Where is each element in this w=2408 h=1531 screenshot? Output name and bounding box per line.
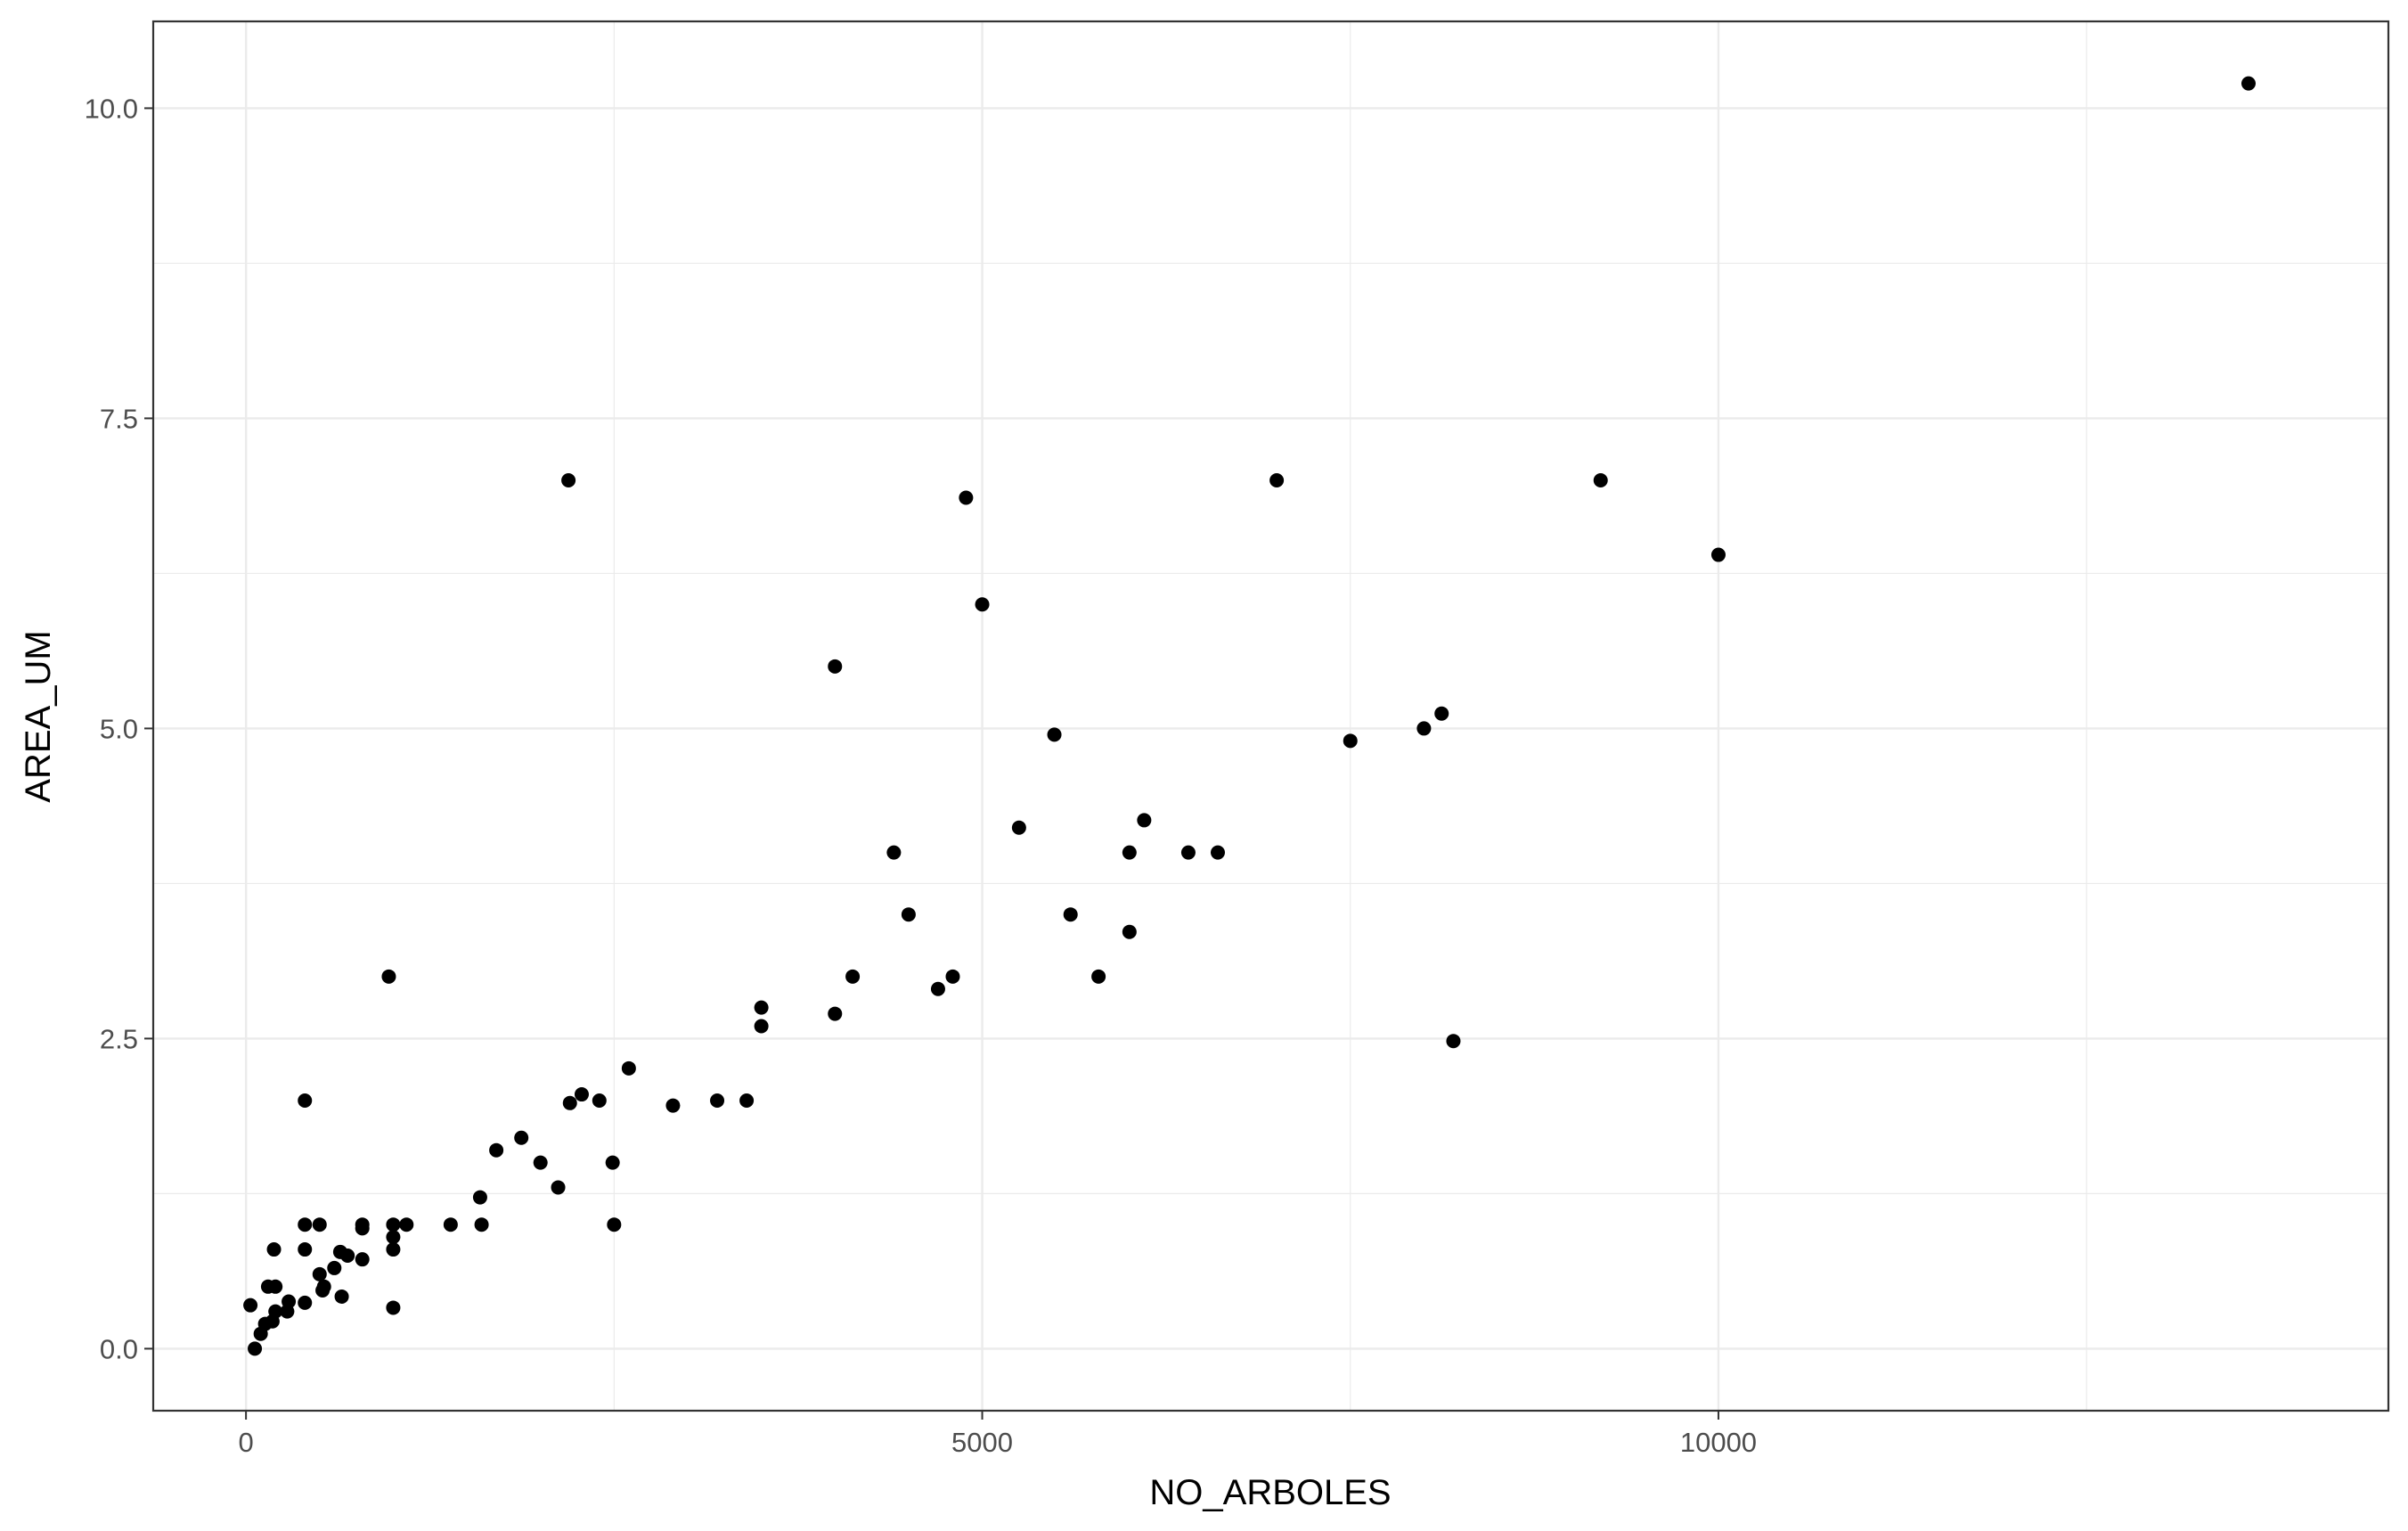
panel-background bbox=[153, 21, 2388, 1411]
data-point bbox=[248, 1341, 263, 1356]
data-point bbox=[1446, 1034, 1461, 1049]
data-point bbox=[474, 1217, 489, 1232]
data-point bbox=[1122, 924, 1137, 939]
data-point bbox=[316, 1279, 331, 1294]
data-point bbox=[298, 1295, 313, 1310]
y-tick-label: 0.0 bbox=[100, 1333, 138, 1364]
data-point bbox=[754, 1000, 769, 1015]
data-point bbox=[901, 907, 916, 922]
panel-border bbox=[151, 20, 2390, 1412]
data-point bbox=[472, 1190, 487, 1205]
data-point bbox=[298, 1093, 313, 1109]
data-point bbox=[551, 1180, 566, 1195]
x-tick-label: 5000 bbox=[951, 1427, 1013, 1458]
data-point bbox=[959, 490, 974, 505]
data-point bbox=[562, 1095, 577, 1110]
data-point bbox=[1210, 845, 1225, 860]
data-point bbox=[1416, 721, 1432, 736]
data-point bbox=[386, 1217, 401, 1232]
data-point bbox=[592, 1093, 607, 1109]
data-point bbox=[1091, 969, 1106, 984]
data-point bbox=[930, 981, 945, 996]
data-point bbox=[533, 1155, 548, 1170]
data-point bbox=[312, 1217, 327, 1232]
y-axis-ticks: 0.0 2.5 5.0 7.5 10.0 bbox=[85, 93, 153, 1364]
data-point bbox=[443, 1217, 458, 1232]
data-point bbox=[268, 1304, 283, 1319]
data-point bbox=[399, 1217, 414, 1232]
data-point bbox=[574, 1087, 589, 1102]
data-point bbox=[381, 969, 396, 984]
y-axis-title: AREA_UM bbox=[19, 630, 58, 802]
data-point bbox=[266, 1242, 282, 1257]
data-point bbox=[665, 1098, 681, 1113]
data-point bbox=[386, 1242, 401, 1257]
y-tick-label: 10.0 bbox=[85, 93, 138, 124]
y-tick-label: 7.5 bbox=[100, 403, 138, 434]
data-point bbox=[1137, 813, 1152, 828]
data-point bbox=[243, 1298, 258, 1313]
y-tick-label: 2.5 bbox=[100, 1023, 138, 1054]
data-point bbox=[1122, 845, 1137, 860]
data-point bbox=[828, 659, 843, 674]
data-point bbox=[312, 1266, 327, 1281]
data-point bbox=[340, 1249, 355, 1264]
major-gridlines bbox=[153, 21, 2388, 1411]
data-point bbox=[1047, 727, 1062, 742]
data-point bbox=[886, 845, 902, 860]
data-point bbox=[514, 1130, 529, 1145]
x-tick-label: 0 bbox=[239, 1427, 254, 1458]
data-point bbox=[386, 1300, 401, 1315]
minor-gridlines bbox=[153, 21, 2388, 1411]
data-point bbox=[621, 1060, 636, 1076]
data-point bbox=[2241, 76, 2256, 91]
data-point bbox=[1710, 547, 1726, 562]
data-point bbox=[845, 969, 861, 984]
data-point bbox=[561, 473, 576, 488]
x-axis-title: NO_ARBOLES bbox=[1149, 1473, 1391, 1512]
data-point bbox=[386, 1230, 401, 1245]
data-point bbox=[754, 1019, 769, 1034]
data-point bbox=[298, 1217, 313, 1232]
data-point bbox=[1180, 845, 1196, 860]
data-point bbox=[1343, 733, 1358, 749]
data-point bbox=[739, 1093, 755, 1109]
data-point bbox=[1434, 706, 1449, 721]
data-point bbox=[605, 1155, 620, 1170]
data-point bbox=[334, 1289, 349, 1304]
data-point bbox=[1593, 473, 1608, 488]
data-point bbox=[945, 969, 960, 984]
data-point bbox=[268, 1279, 283, 1294]
data-point bbox=[1269, 473, 1285, 488]
x-tick-label: 10000 bbox=[1680, 1427, 1757, 1458]
data-point bbox=[489, 1142, 504, 1158]
y-tick-label: 5.0 bbox=[100, 713, 138, 744]
data-point bbox=[710, 1093, 725, 1109]
data-point bbox=[975, 597, 990, 612]
data-point bbox=[282, 1294, 297, 1309]
data-point bbox=[298, 1242, 313, 1257]
data-point bbox=[607, 1217, 622, 1232]
x-axis-ticks: 0 5000 10000 bbox=[239, 1411, 1757, 1458]
data-point bbox=[327, 1260, 342, 1275]
data-point bbox=[1011, 820, 1026, 835]
data-points bbox=[243, 76, 2256, 1356]
data-point bbox=[355, 1221, 370, 1236]
data-point bbox=[355, 1252, 370, 1267]
data-point bbox=[828, 1006, 843, 1021]
data-point bbox=[1063, 907, 1078, 922]
